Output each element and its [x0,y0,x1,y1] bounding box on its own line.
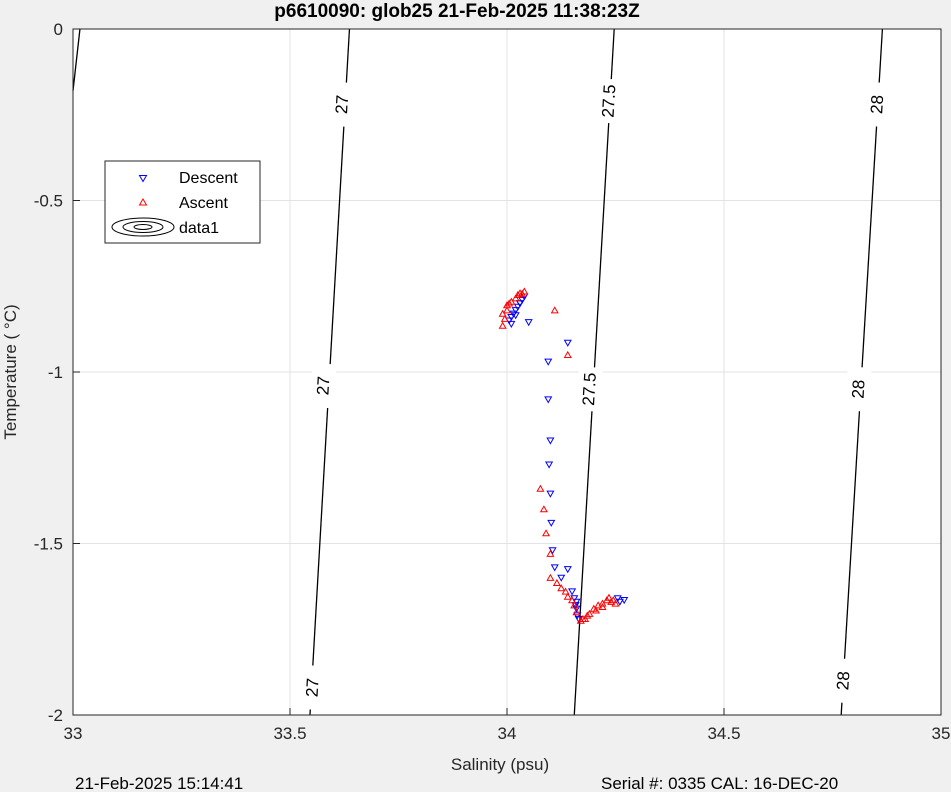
ascent-point [505,299,514,307]
x-axis-label: Salinity (psu) [451,755,549,774]
isopycnal-label: 28 [867,94,887,114]
legend: Descent Ascent data1 [104,160,261,244]
ascent-point [604,593,614,601]
descent-point [563,566,572,574]
y-tick-label: -1 [48,363,63,382]
descent-point [507,314,516,322]
descent-point [511,312,520,320]
ascent-point [570,601,579,609]
ascent-point [502,301,512,309]
ascent-point [500,314,509,322]
x-tick-label: 34.5 [707,724,740,743]
ascent-point [563,592,572,600]
isopycnal-label-gap [299,664,326,711]
isopycnal-label: 28 [848,379,868,399]
legend-descent-label: Descent [179,170,238,187]
axis-ticks: 33 33.5 34 34.5 35 0 -0.5 -1 -1.5 -2 [34,20,951,743]
ascent-point [536,484,545,492]
descent-point [524,319,533,327]
isopycnal-label-gap [863,81,891,128]
ascent-point [507,297,516,305]
legend-ascent-marker [138,198,148,206]
x-tick-label: 34 [498,724,517,743]
descent-point [563,339,572,347]
ascent-point [498,321,507,329]
ascent-point [591,606,601,614]
ascent-point [598,599,607,607]
ascent-point [550,306,559,314]
descent-point [546,437,555,445]
descent-point [544,396,553,404]
isopycnal-label: 27.5 [599,84,620,118]
descent-point [557,574,566,582]
isopycnal-label-gap [830,658,857,704]
isopycnal-label: 28 [833,671,853,691]
isopycnal-line [72,28,81,91]
x-tick-label: 33 [64,724,83,743]
x-tick-label: 35 [932,724,951,743]
ascent-point [598,602,607,611]
descent-point [550,564,559,572]
footer-serial-cal: Serial #: 0335 CAL: 16-DEC-20 [601,774,838,792]
descent-point [545,461,554,469]
descent-point [515,300,525,308]
ascent-point [563,350,572,358]
isopycnal-label: 27.5 [579,372,600,406]
descent-point [544,358,553,366]
descent-point [573,612,582,620]
descent-point [507,320,516,328]
y-axis-label: Temperature ( °C) [1,304,20,439]
descent-point [511,307,520,315]
descent-point [620,596,629,605]
legend-descent-marker [138,175,148,183]
data-points [498,287,629,624]
legend-box [104,160,261,244]
descent-point [518,296,527,304]
isopycnal-label: 27 [303,678,323,698]
ascent-point [578,614,588,623]
isopycnal-label-gap [576,366,603,412]
y-tick-label: -1.5 [34,535,63,554]
descent-point [547,519,556,527]
descent-point [568,588,577,596]
ascent-point [572,608,581,616]
ascent-point [518,289,527,297]
ascent-point [539,505,548,513]
ascent-point [561,587,570,595]
descent-point [513,303,522,311]
ascent-point [607,597,616,605]
ascent-point [511,294,520,302]
isopycnal-label-gap [328,81,356,128]
ascent-point [568,596,577,604]
ascent-point [583,611,592,619]
descent-point [546,490,555,498]
isopycnal-label: 27 [313,376,333,396]
isopycnal-label-gap [595,78,623,124]
ascent-point [502,306,512,314]
ascent-point [498,309,507,317]
descent-point [509,310,518,318]
y-tick-label: -2 [48,706,63,725]
legend-ascent-label: Ascent [179,195,228,212]
isopycnal-label-gap [845,366,872,412]
legend-contour-icon [111,217,175,237]
ascent-point [552,578,561,587]
ascent-point [557,584,566,592]
y-tick-label: 0 [54,20,63,39]
descent-point [548,547,557,555]
x-tick-label: 33.5 [273,724,306,743]
isopycnal-label-gap [310,363,337,409]
isopycnal-label: 27 [332,94,352,114]
ascent-point [541,529,551,537]
chart-title: p6610090: glob25 21-Feb-2025 11:38:23Z [274,1,640,22]
ascent-point [546,573,555,581]
ascent-point [546,549,555,557]
y-tick-label: -0.5 [34,192,63,211]
density-contours: 27 27 27 27.5 27.5 28 28 28 [72,28,891,716]
legend-data1-label: data1 [179,220,219,237]
footer-timestamp: 21-Feb-2025 15:14:41 [75,774,243,792]
descent-point [613,595,622,603]
descent-point [615,598,624,606]
